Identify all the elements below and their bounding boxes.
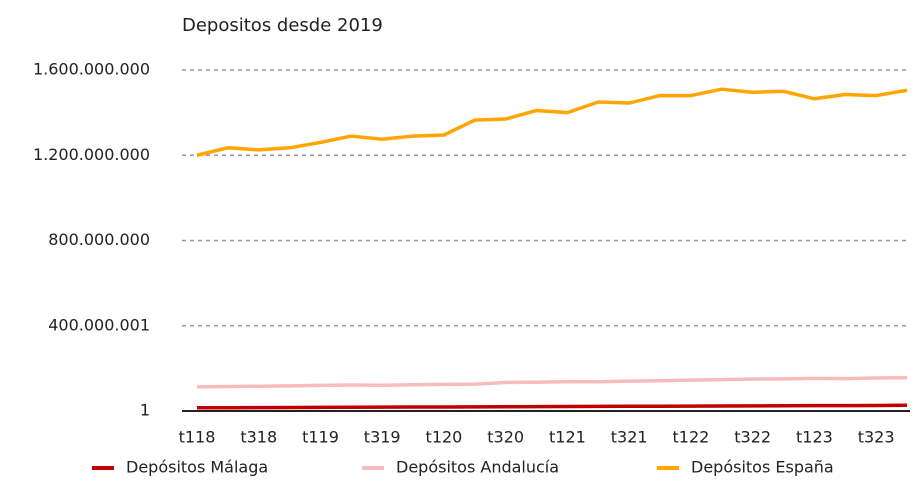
x-tick-label: t122 [673, 428, 710, 447]
y-tick-label: 400.000.001 [48, 315, 150, 334]
legend-label: Depósitos Andalucía [396, 458, 559, 477]
x-tick-label: t123 [796, 428, 833, 447]
x-tick-label: t319 [364, 428, 401, 447]
x-tick-label: t119 [302, 428, 339, 447]
y-tick-label: 1 [140, 401, 150, 420]
series-line [196, 376, 908, 389]
x-tick-label: t322 [734, 428, 771, 447]
x-tick-label: t318 [240, 428, 277, 447]
legend-label: Depósitos Málaga [126, 458, 268, 477]
x-tick-label: t320 [487, 428, 524, 447]
x-tick-label: t121 [549, 428, 586, 447]
y-tick-label: 1.600.000.000 [33, 60, 150, 79]
legend-label: Depósitos España [691, 458, 834, 477]
series-line [196, 403, 908, 410]
x-tick-label: t120 [426, 428, 463, 447]
x-tick-label: t321 [611, 428, 648, 447]
series-line [196, 87, 908, 157]
x-tick-label: t323 [858, 428, 895, 447]
y-tick-label: 1.200.000.000 [33, 145, 150, 164]
chart-title: Depositos desde 2019 [182, 15, 383, 36]
y-tick-label: 800.000.000 [48, 230, 150, 249]
x-tick-label: t118 [179, 428, 216, 447]
